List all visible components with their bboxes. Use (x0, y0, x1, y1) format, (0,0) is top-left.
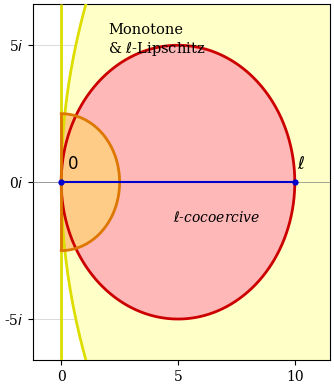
Polygon shape (61, 45, 295, 319)
Polygon shape (61, 4, 330, 360)
Text: $\ell$-cocoercive: $\ell$-cocoercive (173, 210, 261, 225)
Text: $0$: $0$ (67, 156, 78, 173)
Polygon shape (61, 114, 120, 251)
Text: Monotone
& $\ell$-Lipschitz: Monotone & $\ell$-Lipschitz (108, 23, 205, 58)
Text: $\ell$: $\ell$ (297, 156, 305, 173)
